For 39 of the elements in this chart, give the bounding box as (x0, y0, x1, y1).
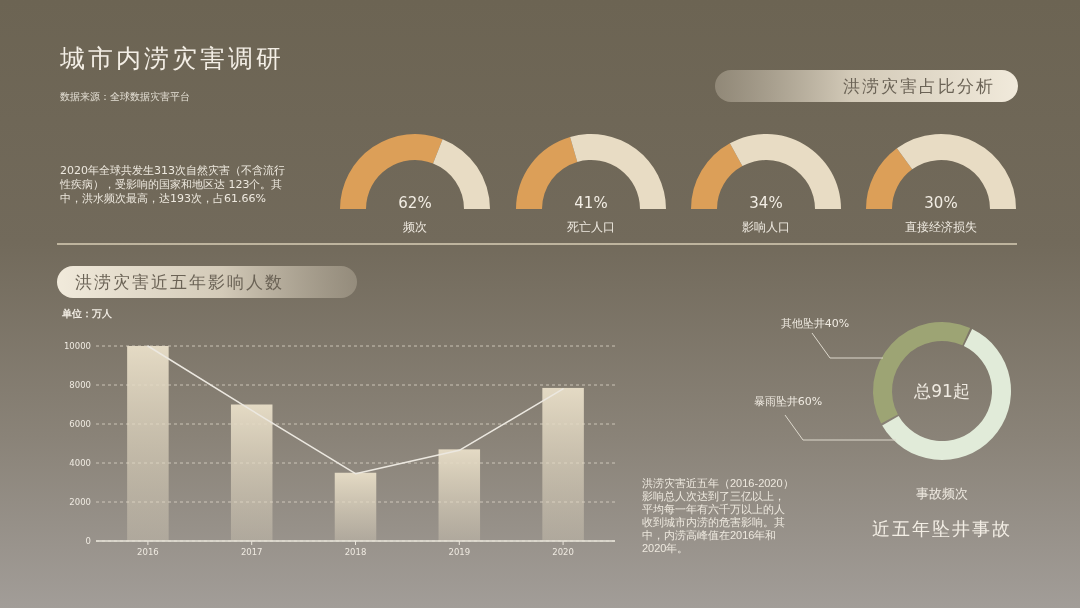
x-tick-label: 2017 (240, 547, 263, 557)
text: 总91起 (913, 381, 970, 401)
text: 事故频次 (916, 485, 968, 501)
text: 洪涝灾害近五年（2016-2020）影响总人次达到了三亿以上，平均每一年有六千万以上的人收到城市内涝的危害影响。其中，内涝高峰值在2016年和2020年。 (642, 477, 795, 555)
bar (230, 404, 273, 541)
text: 影响人口 (742, 220, 790, 234)
y-tick-label: 6000 (69, 419, 91, 429)
y-tick-label: 8000 (69, 380, 91, 390)
bar (334, 472, 377, 541)
text: 2020年全球共发生313次自然灾害（不含流行性疾病），受影响的国家和地区达 123个。其中，洪水频次最高，达193次，占61.66% (60, 164, 286, 206)
chart-title: 洪涝灾害近五年影响人数 (75, 272, 284, 292)
x-tick-label: 2020 (552, 547, 574, 557)
y-tick-label: 10000 (63, 341, 91, 351)
text: 数据来源：全球数据灾害平台 (60, 90, 190, 102)
y-tick-label: 0 (85, 536, 91, 546)
x-tick-label: 2016 (137, 547, 159, 557)
text: 41% (574, 194, 608, 212)
text: 洪涝灾害占比分析 (843, 76, 995, 96)
x-tick-label: 2018 (344, 547, 367, 557)
slice-label: 暴雨坠井60% (753, 394, 823, 408)
text: 34% (749, 194, 783, 212)
text: 死亡人口 (567, 220, 615, 234)
line-series (147, 345, 564, 475)
text: 直接经济损失 (905, 220, 977, 234)
bar (127, 346, 169, 541)
text: 频次 (403, 220, 427, 234)
donut-slice (882, 328, 1011, 460)
text: 30% (924, 194, 958, 212)
y-tick-label: 2000 (69, 497, 91, 507)
bar (438, 449, 481, 541)
slice-label: 其他坠井40% (780, 316, 850, 330)
text: 城市内涝灾害调研 (59, 43, 284, 73)
text: 62% (398, 194, 432, 212)
y-axis-title: 单位：万人 (61, 307, 113, 319)
bar (542, 387, 584, 541)
donut-slice (873, 322, 971, 424)
y-tick-label: 4000 (69, 458, 91, 468)
text: 近五年坠井事故 (872, 517, 1012, 539)
x-tick-label: 2019 (448, 547, 471, 557)
